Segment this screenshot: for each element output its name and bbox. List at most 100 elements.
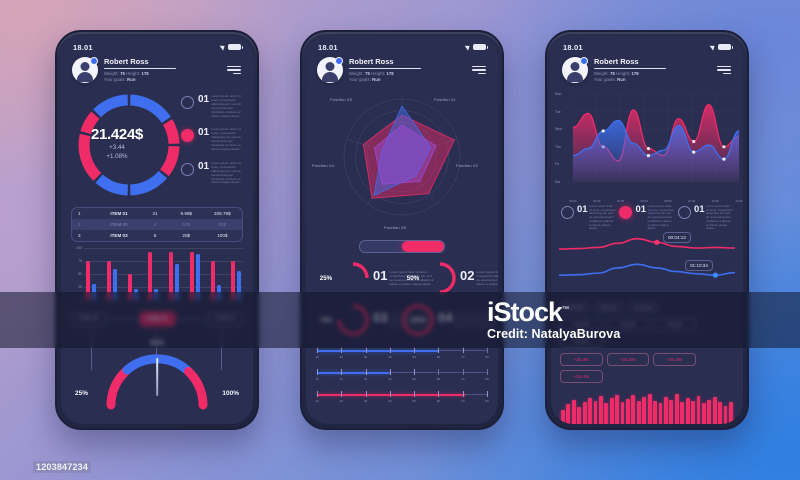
profile-header-2[interactable]: Robert Ross Weight: 75 Height: 178 Your … [306,55,498,83]
wave-y-label: Tue [555,109,561,114]
legend-item[interactable]: 01 Lorem ipsum dolor sit amet, consectet… [677,204,733,231]
legend-item[interactable]: 01 Lorem ipsum dolor sit amet, consectet… [561,204,616,231]
bar-pink [169,252,173,300]
legend-number: 01 [198,160,210,172]
legend-radio[interactable] [677,206,691,219]
slider[interactable]: 10 20 30 40 50 60 70 80 [315,391,489,405]
legend-item[interactable]: 01 Lorem ipsum dolor sit amet, consectet… [181,94,245,118]
percent-stat[interactable]: 25% 01 Lorem ipsum dolor sit amet, conse… [315,262,433,294]
legend-text: Lorem ipsum dolor sit amet, consectetur … [706,204,733,231]
slider-tick-label: 50 [412,399,416,403]
slider-tick-label: 20 [339,399,344,403]
stat-description: Lorem ipsum dolor sit amet, consectetur … [389,269,434,287]
grid-line [84,287,243,288]
slider-tick-label: 60 [436,377,441,381]
wave-x-label: 00:00 [569,199,577,203]
bar-group [169,252,179,300]
legend-radio[interactable] [181,129,194,143]
percent-stat[interactable]: 50% 02 Lorem ipsum dolor sit amet, conse… [402,262,498,294]
equalizer-bar [674,394,679,424]
slider-tick-label: 20 [339,355,344,359]
slider[interactable]: 10 20 30 40 50 60 70 80 [315,347,489,361]
menu-icon[interactable] [717,65,731,75]
items-table: 1 ITEM 01 21 9.99$ 209.79$ 2 ITEM 02 4 52… [71,207,243,242]
slider-fill [317,394,465,396]
slider-tick-label: 30 [363,355,368,359]
wave-y-label: Fri [555,162,559,167]
slider-tick-label: 10 [315,377,319,381]
donut-change-pct: +1.08% [106,152,128,160]
equalizer-bar [729,401,733,424]
slider-tick [462,369,464,375]
slider-tick [341,391,343,397]
legend-radio[interactable] [561,206,574,219]
percent-badge[interactable]: +34.4% [653,352,696,366]
istock-logo: iStock™ [487,296,620,326]
profile-header-1[interactable]: Robert Ross Weight: 75 Height: 178 Your … [61,55,253,83]
equalizer-bar [566,403,571,424]
percent-badge[interactable]: +34.4% [560,352,603,366]
bar-blue [112,268,117,300]
bar-blue [175,264,179,300]
legend-item[interactable]: 01 Lorem ipsum dolor sit amet, consectet… [181,160,245,185]
legend-item[interactable]: 01 Lorem ipsum dolor sit amet, consectet… [181,127,245,151]
percent-badge[interactable]: +34.4% [560,369,603,383]
wave-y-label: Wed [555,127,562,132]
cell-item: ITEM 02 [110,222,128,227]
progress-toggle[interactable] [359,240,445,253]
bar-blue [195,253,200,300]
equalizer-bar [696,395,701,424]
slider-tick-label: 10 [315,399,319,403]
equalizer-bar [642,397,647,424]
legend-number: 01 [635,204,647,215]
legend-radio[interactable] [619,206,633,219]
legend-item[interactable]: 01 Lorem ipsum dolor sit amet, consectet… [619,204,674,231]
ring-svg [337,262,369,294]
table-row[interactable]: 3 ITEM 03 5 20$ 100$ [72,230,242,241]
cell-qty: 21 [152,211,158,216]
status-icons [709,43,733,51]
slider-tick [487,347,488,353]
cell-index: 1 [78,211,81,216]
menu-icon[interactable] [472,65,486,75]
table-row[interactable]: 1 ITEM 01 21 9.99$ 209.79$ [72,208,242,219]
donut-section: 21.424$ +3.44 +1.08% 01 Lorem ipsum dolo… [61,87,253,205]
equalizer-bar [593,401,598,424]
avatar-body-icon [77,72,93,82]
legend-radio[interactable] [181,96,194,109]
slider-tick-label: 30 [363,399,368,403]
profile-meta-1: Weight: 75 Height: 178 [104,71,223,77]
legend-text: Lorem ipsum dolor sit amet, consectetur … [211,127,241,151]
slider-tick [414,391,416,397]
y-tick: 100 [76,246,82,250]
avatar-status-dot [90,57,98,65]
percent-badge[interactable]: +34.4% [606,352,649,366]
bar-blue [237,271,242,300]
radar-label-position-05: Position 05 [384,225,406,230]
avatar[interactable] [72,57,98,83]
phone-mockup-2: 18.01 Robert Ross Weight: 75 [300,30,504,430]
profile-header-3[interactable]: Robert Ross Weight: 75 Height: 178 Your … [551,55,743,83]
status-icons [219,43,243,51]
bar-group [231,261,242,300]
table-row[interactable]: 2 ITEM 02 4 52$ 52$ [72,219,242,230]
slider[interactable]: 10 20 30 40 50 60 70 80 [315,369,489,383]
avatar-head-icon [80,62,90,71]
wave-legend: 01 Lorem ipsum dolor sit amet, consectet… [561,204,733,231]
wave-y-label: Sat [555,180,560,184]
screen-3: 18.01 Robert Ross Weight: 75 [551,36,743,424]
equalizer-bar [718,402,723,424]
legend-radio[interactable] [181,162,194,176]
profile-divider [349,67,421,69]
menu-icon[interactable] [227,65,241,75]
avatar[interactable] [562,57,588,83]
slider-fill [317,372,391,374]
radar-label-position-02: Position 02 [456,163,478,168]
equalizer-bar [631,394,636,424]
avatar[interactable] [317,57,343,83]
slider-tick-label: 80 [485,399,489,403]
wave-y-label: Thu [555,144,561,149]
cell-total: 52$ [218,222,227,227]
cell-total: 100$ [217,233,228,238]
slider-group: 10 20 30 40 50 60 70 80 10 20 30 40 50 6… [315,347,489,405]
